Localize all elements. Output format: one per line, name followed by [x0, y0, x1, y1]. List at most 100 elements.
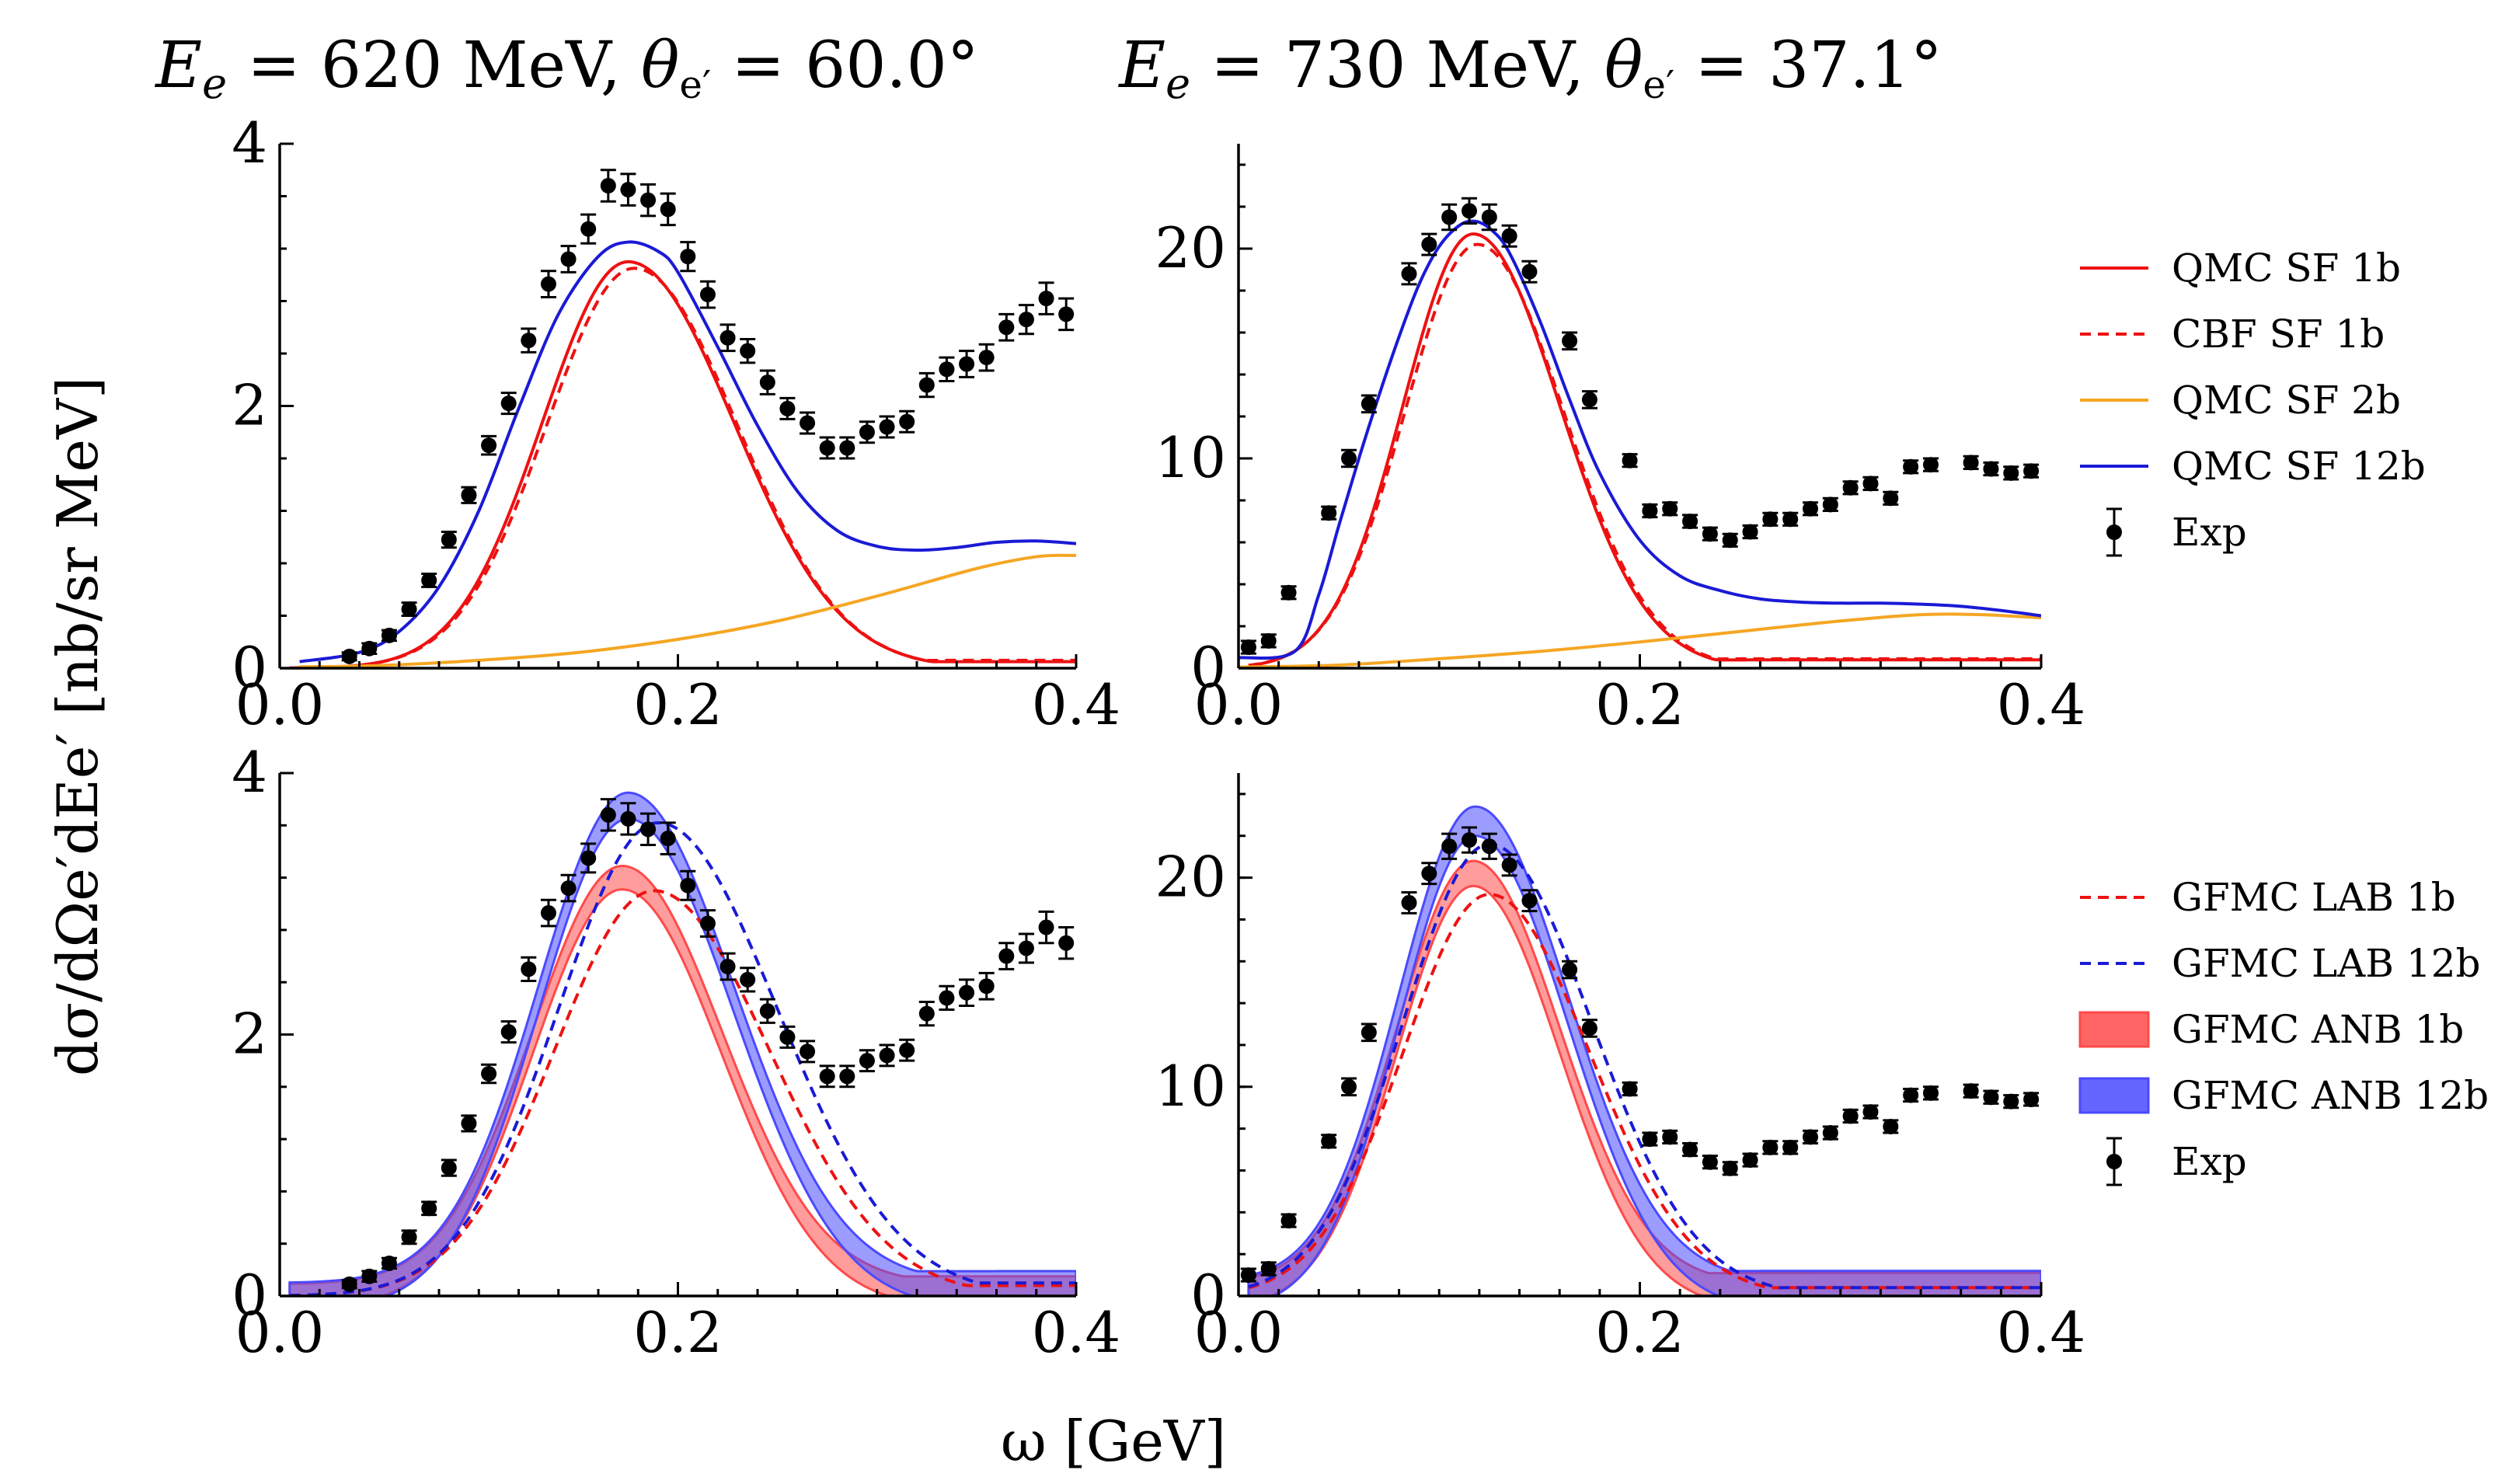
series-qmc-sf-1b: [1248, 232, 2041, 667]
exp-point: [521, 333, 537, 349]
exp-point: [1782, 1139, 1799, 1155]
series-cbf-sf-1b: [1248, 242, 2041, 667]
exp-point: [1038, 919, 1054, 935]
exp-point: [839, 1068, 855, 1085]
legend-label: QMC SF 12b: [2172, 444, 2426, 489]
legend-label: Exp: [2172, 510, 2247, 555]
exp-point: [918, 1005, 935, 1022]
exp-point: [740, 343, 756, 359]
y-tick-label: 0: [1190, 635, 1226, 700]
x-tick-label: 0.2: [633, 1300, 723, 1365]
y-tick-label: 4: [232, 110, 267, 176]
exp-points: [1240, 826, 2040, 1284]
x-tick-label: 0.0: [235, 1300, 325, 1365]
exp-point: [1321, 1133, 1337, 1149]
exp-point: [1822, 496, 1838, 513]
x-tick-label: 0.4: [1032, 672, 1121, 737]
exp-point: [1401, 894, 1417, 911]
exp-point: [1018, 940, 1034, 956]
exp-point: [959, 356, 975, 372]
series-qmc-sf-2b: [299, 553, 1076, 668]
legend-item-exp: Exp: [2106, 507, 2247, 557]
exp-points: [341, 169, 1075, 664]
x-tick-label: 0.0: [235, 672, 325, 737]
exp-point: [1260, 1261, 1277, 1277]
legend-item-gfmc-anb-1b: GFMC ANB 1b: [2078, 1007, 2464, 1052]
exp-point: [1058, 935, 1075, 951]
exp-point: [401, 601, 417, 618]
exp-point: [1018, 312, 1034, 328]
exp-point: [1642, 1131, 1658, 1148]
exp-point: [1983, 1089, 1999, 1106]
exp-point: [1762, 511, 1779, 528]
x-tick-label: 0.2: [1595, 1300, 1685, 1365]
exp-point: [1361, 1024, 1377, 1040]
exp-point: [1058, 306, 1075, 322]
exp-point: [1842, 1108, 1859, 1124]
exp-point: [1963, 1083, 1979, 1099]
x-tick-label: 0.4: [1997, 1300, 2086, 1365]
legend-label: GFMC LAB 1b: [2172, 875, 2456, 920]
exp-point: [361, 640, 378, 657]
series-gfmc-anb-1b: [1247, 859, 2041, 1296]
legend-label: GFMC ANB 12b: [2172, 1073, 2489, 1118]
exp-point: [481, 437, 497, 454]
exp-point: [859, 424, 875, 441]
exp-point: [540, 905, 556, 921]
exp-point: [1782, 511, 1799, 528]
exp-point: [2023, 463, 2040, 479]
exp-point: [899, 1042, 915, 1058]
exp-point: [2003, 1093, 2019, 1110]
series-qmc-sf-12b: [299, 240, 1076, 664]
exp-point: [759, 374, 775, 391]
legend-item-gfmc-lab-12b: GFMC LAB 12b: [2080, 941, 2481, 986]
y-tick-label: 2: [232, 1002, 267, 1067]
exp-point: [1822, 1125, 1838, 1141]
exp-point: [441, 531, 457, 548]
exp-point: [341, 648, 357, 664]
exp-point: [899, 413, 915, 430]
legend-item-qmc-sf-1b: QMC SF 1b: [2080, 246, 2401, 291]
exp-point: [560, 880, 577, 897]
exp-point: [1922, 1085, 1939, 1101]
x-tick-label: 0.2: [1595, 672, 1685, 737]
exp-point: [1401, 266, 1417, 282]
panel-top-left: 0.0 0.2 0.4 0 2 4: [232, 110, 1120, 737]
exp-point: [461, 487, 477, 503]
legend-item-gfmc-lab-1b: GFMC LAB 1b: [2080, 875, 2456, 920]
legend-item-gfmc-anb-12b: GFMC ANB 12b: [2078, 1073, 2489, 1118]
exp-point: [1461, 203, 1477, 219]
plot-area: [289, 169, 1076, 668]
exp-point: [1562, 333, 1578, 349]
y-tick-label: 20: [1155, 845, 1226, 910]
exp-point: [521, 961, 537, 977]
exp-point: [1280, 584, 1297, 601]
series-gfmc-lab-12b: [1248, 842, 2041, 1290]
exp-point: [1742, 524, 1758, 540]
x-tick-label: 0.2: [633, 672, 723, 737]
exp-point: [620, 810, 636, 827]
series-gfmc-lab-12b: [289, 820, 1076, 1296]
y-tick-label: 20: [1155, 215, 1226, 280]
exp-point: [1441, 209, 1458, 225]
exp-point: [680, 877, 696, 894]
series-qmc-sf-12b: [1239, 219, 2041, 660]
panel-bottom-left: 0.0 0.2 0.4 0 2 4: [232, 740, 1120, 1365]
exp-point: [1240, 639, 1256, 655]
exp-point: [500, 395, 517, 412]
y-tick-label: 0: [232, 635, 267, 700]
legend-bottom: GFMC LAB 1b GFMC LAB 12b GFMC ANB 1b GFMC A…: [2078, 875, 2489, 1186]
exp-point: [719, 329, 736, 346]
series-cbf-sf-1b: [289, 266, 1076, 668]
legend-label: GFMC LAB 12b: [2172, 941, 2481, 986]
exp-point: [1682, 514, 1698, 529]
exp-point: [361, 1268, 378, 1284]
exp-point: [978, 350, 995, 366]
exp-point: [819, 1068, 835, 1085]
exp-point: [560, 251, 577, 267]
exp-point: [580, 221, 597, 237]
plot-area: [1240, 805, 2041, 1296]
legend-label: GFMC ANB 1b: [2172, 1007, 2464, 1052]
exp-point: [1883, 490, 1899, 507]
